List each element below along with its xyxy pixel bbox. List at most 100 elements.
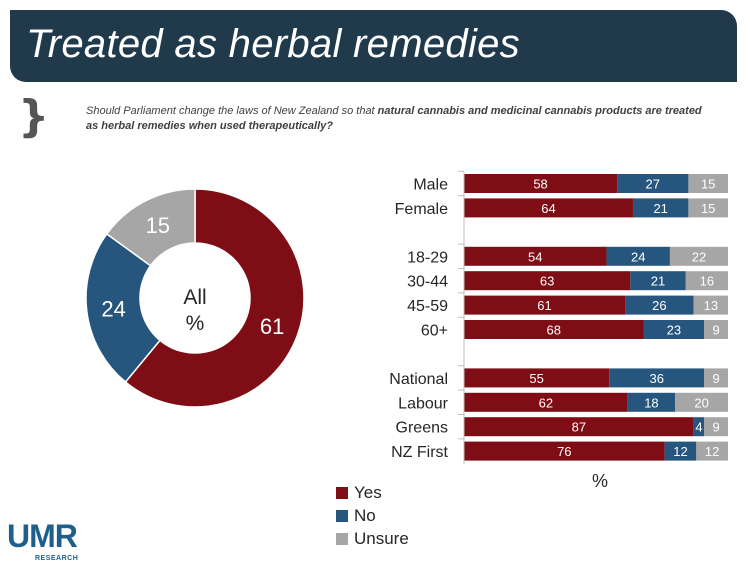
bar-male-yes xyxy=(464,174,618,193)
question-bold: natural cannabis and medicinal cannabis … xyxy=(86,105,702,132)
bar-30-44-yes xyxy=(464,271,631,291)
bar-value-label: 12 xyxy=(673,444,687,459)
bar-value-label: 24 xyxy=(631,249,645,264)
legend-label-yes: Yes xyxy=(354,482,382,502)
bar-female-yes xyxy=(464,198,633,218)
bar-18-29-no xyxy=(606,246,670,266)
legend-item-unsure: Unsure xyxy=(336,527,409,550)
bar-value-label: 15 xyxy=(701,201,715,216)
bar-value-label: 9 xyxy=(713,420,720,435)
category-label: National xyxy=(389,371,448,388)
bar-60+-no xyxy=(643,320,705,339)
bar-18-29-yes xyxy=(464,246,607,266)
bar-labour-yes xyxy=(464,392,628,412)
category-label: Female xyxy=(395,201,448,218)
bar-national-no xyxy=(609,368,705,388)
bar-value-label: 16 xyxy=(700,274,714,289)
donut-center-unit: % xyxy=(186,312,205,335)
bar-60+-yes xyxy=(464,320,644,339)
survey-question: Should Parliament change the laws of New… xyxy=(86,104,706,134)
bar-value-label: 15 xyxy=(701,177,715,192)
bar-national-yes xyxy=(464,368,610,388)
brace-icon: } xyxy=(18,91,50,142)
category-label: 30-44 xyxy=(407,274,448,291)
bar-30-44-unsure xyxy=(685,271,728,291)
bar-labour-no xyxy=(627,392,676,412)
bar-value-label: 21 xyxy=(653,201,667,216)
umr-logo: UMR RESEARCH xyxy=(7,518,103,564)
donut-slice-no xyxy=(85,232,161,384)
bar-value-label: 21 xyxy=(651,274,665,289)
chart-legend: Yes No Unsure xyxy=(336,481,409,550)
category-label: Greens xyxy=(396,420,448,437)
bar-value-label: 9 xyxy=(713,323,720,338)
legend-label-unsure: Unsure xyxy=(354,528,409,548)
bar-18-29-unsure xyxy=(669,246,728,266)
bar-45-59-unsure xyxy=(693,295,728,315)
bar-value-label: 87 xyxy=(572,420,586,435)
legend-swatch-no xyxy=(336,509,348,522)
bar-nz-first-no xyxy=(664,441,697,461)
question-prefix: Should Parliament change the laws of New… xyxy=(86,105,378,117)
bar-greens-no xyxy=(693,417,705,437)
legend-item-no: No xyxy=(336,504,409,527)
bar-value-label: 61 xyxy=(537,298,551,313)
legend-swatch-yes xyxy=(336,486,348,499)
bar-nz-first-unsure xyxy=(696,441,728,461)
bar-value-label: 23 xyxy=(667,323,681,338)
bar-value-label: 76 xyxy=(557,444,571,459)
bar-male-unsure xyxy=(688,174,728,193)
bar-labour-unsure xyxy=(675,392,728,412)
page-title: Treated as herbal remedies xyxy=(26,22,520,66)
bar-45-59-yes xyxy=(464,295,626,315)
category-label: NZ First xyxy=(391,444,448,461)
bar-value-label: 27 xyxy=(646,177,660,192)
donut-center-label: All xyxy=(183,286,206,309)
bar-greens-unsure xyxy=(704,417,728,437)
bar-60+-unsure xyxy=(704,320,728,339)
category-label: 60+ xyxy=(421,323,448,340)
legend-label-no: No xyxy=(354,505,376,525)
logo-text: UMR xyxy=(7,518,78,554)
bar-value-label: 58 xyxy=(533,177,547,192)
category-label: Male xyxy=(413,177,448,194)
donut-label-unsure: 15 xyxy=(146,213,170,238)
x-axis-label: % xyxy=(592,471,608,491)
bar-value-label: 55 xyxy=(529,371,543,386)
bar-nz-first-yes xyxy=(464,441,665,461)
bar-value-label: 63 xyxy=(540,274,554,289)
bar-value-label: 13 xyxy=(704,298,718,313)
donut-label-yes: 61 xyxy=(260,314,284,339)
bar-45-59-no xyxy=(625,295,694,315)
bar-value-label: 68 xyxy=(547,323,561,338)
bar-value-label: 54 xyxy=(528,249,542,264)
donut-slice-unsure xyxy=(105,188,196,267)
bar-value-label: 62 xyxy=(539,395,553,410)
bar-value-label: 26 xyxy=(652,298,666,313)
bar-value-label: 22 xyxy=(692,249,706,264)
bar-value-label: 4 xyxy=(695,420,702,435)
donut-slice-yes xyxy=(124,188,305,408)
legend-swatch-unsure xyxy=(336,532,348,545)
bar-value-label: 12 xyxy=(705,444,719,459)
category-label: Labour xyxy=(398,395,448,412)
bar-value-label: 36 xyxy=(649,371,663,386)
bar-female-unsure xyxy=(688,198,728,218)
donut-label-no: 24 xyxy=(101,296,125,321)
bar-greens-yes xyxy=(464,417,694,437)
legend-item-yes: Yes xyxy=(336,481,409,504)
category-label: 18-29 xyxy=(407,249,448,266)
title-bar: Treated as herbal remedies xyxy=(10,10,737,82)
bar-national-unsure xyxy=(704,368,728,388)
bar-male-no xyxy=(617,174,689,193)
logo-subtext: RESEARCH xyxy=(35,555,79,562)
bar-value-label: 64 xyxy=(541,201,555,216)
bar-value-label: 18 xyxy=(644,395,658,410)
bar-value-label: 20 xyxy=(694,395,708,410)
bar-value-label: 9 xyxy=(713,371,720,386)
bar-female-no xyxy=(632,198,689,218)
category-label: 45-59 xyxy=(407,298,448,315)
bar-30-44-no xyxy=(630,271,686,291)
